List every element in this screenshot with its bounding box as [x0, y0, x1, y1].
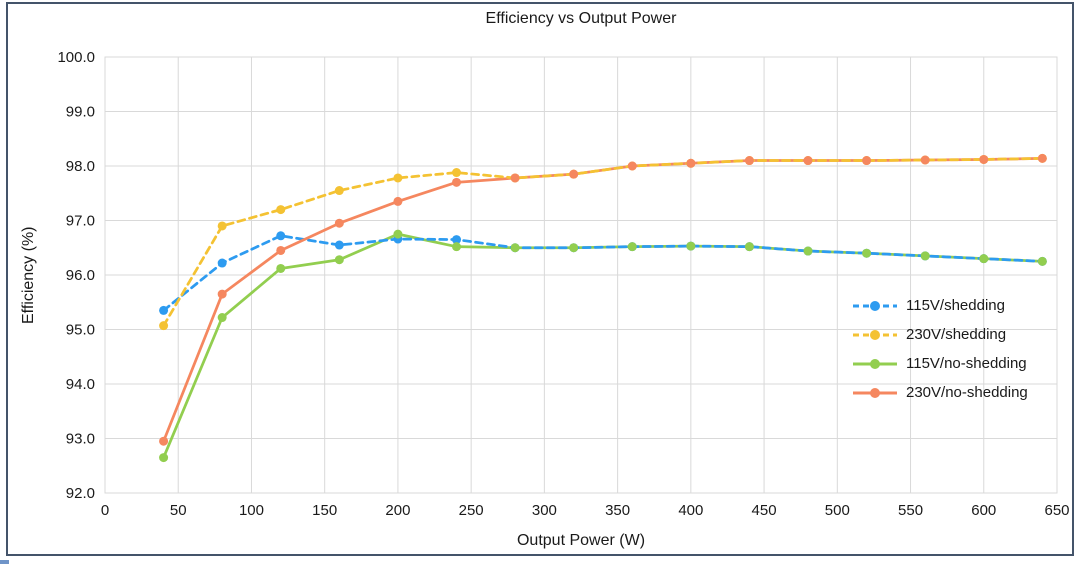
x-tick-label: 250	[459, 502, 484, 519]
plot-border	[104, 56, 1058, 494]
y-tick-label: 98.0	[66, 158, 95, 175]
y-tick-label: 95.0	[66, 322, 95, 339]
y-tick-label: 96.0	[66, 267, 95, 284]
legend-item-115V-shedding: 115V/shedding	[852, 291, 1028, 320]
y-tick-label: 99.0	[66, 104, 95, 121]
x-tick-label: 550	[898, 502, 923, 519]
x-tick-label: 600	[971, 502, 996, 519]
x-tick-label: 500	[825, 502, 850, 519]
y-tick-label: 97.0	[66, 213, 95, 230]
chart-frame: Efficiency vs Output Power 92.0 93.0 94.0 9…	[6, 2, 1074, 556]
legend-label: 230V/shedding	[906, 326, 1007, 343]
legend-label: 230V/no-shedding	[906, 384, 1028, 401]
x-tick-label: 450	[752, 502, 777, 519]
tick-labels: 92.0 93.0 94.0 95.0 96.0 97.0 98.0 99.0 100.0 0 50…	[57, 49, 1069, 519]
legend-label: 115V/shedding	[906, 297, 1005, 314]
chart-title: Efficiency vs Output Power	[485, 10, 677, 27]
y-tick-label: 92.0	[66, 485, 95, 502]
legend: 115V/shedding 230V/shedding 115V/no-sheddi…	[852, 291, 1028, 407]
series-line-230V-shedding	[162, 156, 1044, 328]
legend-line-sample	[853, 329, 897, 340]
y-axis-title: Efficiency (%)	[20, 226, 37, 324]
x-tick-label: 300	[532, 502, 557, 519]
y-tick-label: 93.0	[66, 431, 95, 448]
series-markers-230V-no-shedding	[159, 153, 1047, 446]
x-tick-label: 650	[1044, 502, 1069, 519]
legend-line-sample	[853, 387, 897, 398]
y-tick-label: 94.0	[66, 376, 95, 393]
x-tick-label: 100	[239, 502, 264, 519]
x-tick-label: 400	[678, 502, 703, 519]
x-tick-label: 200	[385, 502, 410, 519]
legend-line-sample	[853, 300, 897, 311]
legend-item-230V-no-shedding: 230V/no-shedding	[852, 378, 1028, 407]
legend-item-115V-no-shedding: 115V/no-shedding	[852, 349, 1028, 378]
x-axis-title: Output Power (W)	[516, 532, 646, 549]
series-line-115V-shedding	[162, 234, 1044, 312]
plot-area: 92.0 93.0 94.0 95.0 96.0 97.0 98.0 99.0 100.0 0 50…	[57, 49, 1069, 519]
legend-line-sample	[853, 358, 897, 369]
x-tick-label: 50	[170, 502, 187, 519]
x-tick-label: 0	[101, 502, 109, 519]
series-markers-115V-no-shedding	[159, 229, 1047, 463]
corner-artifact	[0, 560, 9, 564]
x-tick-label: 350	[605, 502, 630, 519]
legend-item-230V-shedding: 230V/shedding	[852, 320, 1028, 349]
x-tick-label: 150	[312, 502, 337, 519]
y-tick-label: 100.0	[57, 49, 95, 66]
legend-label: 115V/no-shedding	[906, 355, 1027, 372]
